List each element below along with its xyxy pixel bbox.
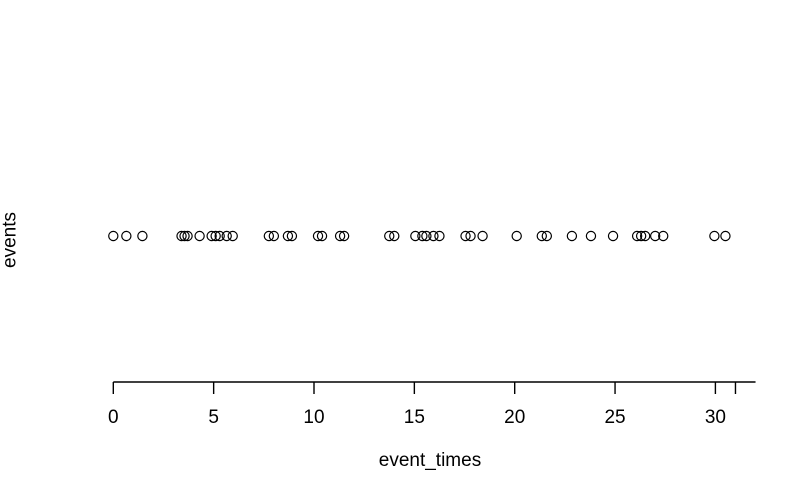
event-data-point: [312, 230, 324, 242]
event-data-point: [227, 230, 238, 242]
event-data-point: [108, 230, 119, 242]
event-data-point: [182, 230, 193, 242]
event-data-point: [585, 230, 597, 242]
event-data-point: [434, 230, 445, 242]
y-axis-title: events: [0, 212, 21, 268]
event-data-point: [334, 230, 346, 242]
event-data-point: [639, 230, 651, 242]
event-data-point: [338, 230, 350, 242]
x-axis-title: event_times: [378, 450, 482, 471]
event-data-point: [428, 230, 439, 242]
event-data-point: [709, 230, 720, 242]
event-data-point: [384, 230, 395, 242]
event-data-point: [649, 230, 661, 242]
event-data-point: [410, 230, 421, 242]
event-data-point: [477, 230, 488, 242]
event-data-point: [536, 230, 547, 242]
event-data-point: [282, 230, 294, 242]
event-data-point: [316, 230, 328, 242]
event-data-point: [137, 230, 148, 242]
x-axis-tick-label: 15: [404, 407, 425, 428]
event-data-point: [194, 230, 205, 242]
x-axis-tick-label: 25: [604, 407, 625, 428]
event-data-point: [268, 230, 280, 242]
event-data-point: [389, 230, 400, 242]
event-data-point: [206, 230, 217, 242]
event-data-point: [176, 230, 187, 242]
event-data-point: [121, 230, 132, 242]
event-data-point: [210, 230, 221, 242]
event-data-point: [720, 230, 731, 242]
event-data-point: [460, 230, 471, 242]
event-data-point: [658, 230, 669, 242]
event-data-point: [607, 230, 619, 242]
event-data-point: [465, 230, 476, 242]
event-data-point: [421, 230, 432, 242]
event-data-point: [286, 230, 298, 242]
x-axis-tick-label: 5: [208, 407, 219, 428]
event-data-point: [263, 230, 275, 242]
event-data-point: [417, 230, 428, 242]
event-data-point: [541, 230, 553, 242]
event-data-point: [221, 230, 232, 242]
event-data-point: [566, 230, 578, 242]
x-axis-tick-label: 10: [303, 407, 324, 428]
event-data-point: [179, 230, 190, 242]
x-axis-tick-label: 20: [504, 407, 525, 428]
x-axis-tick-label: 30: [705, 407, 726, 428]
event-data-point: [635, 230, 647, 242]
event-data-point: [511, 230, 522, 242]
x-axis-tick-label: 0: [108, 407, 119, 428]
event-data-point: [631, 230, 643, 242]
event-data-point: [214, 230, 225, 242]
